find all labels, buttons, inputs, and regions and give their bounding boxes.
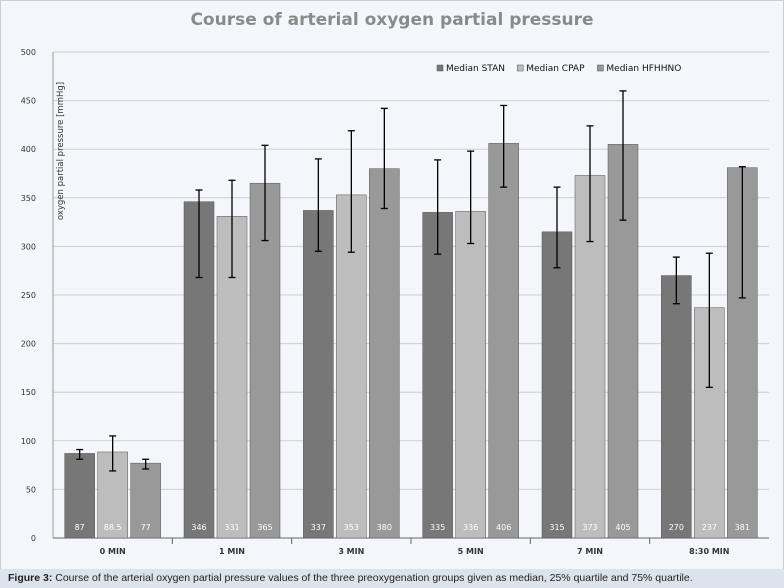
data-label: 315 — [549, 523, 564, 532]
y-tick-label: 0 — [31, 534, 36, 543]
legend-swatch — [516, 64, 524, 72]
bar — [369, 168, 400, 539]
x-category-label: 7 MIN — [577, 547, 603, 556]
data-label: 270 — [669, 523, 684, 532]
data-label: 77 — [141, 523, 151, 532]
bar — [303, 210, 334, 539]
y-tick-label: 100 — [21, 437, 36, 446]
value-labels: 87 88.5 77 346 331 365 337 353 380 335 336 406 315 37… — [75, 523, 750, 532]
y-tick-label: 200 — [21, 340, 36, 349]
x-category-label: 1 MIN — [219, 547, 245, 556]
caption-label: Figure 3: — [8, 572, 53, 584]
data-label: 346 — [191, 523, 206, 532]
data-label: 381 — [735, 523, 750, 532]
gridlines — [52, 51, 769, 539]
bar — [249, 182, 281, 539]
data-label: 337 — [311, 523, 326, 532]
legend-label: Median HFHHNO — [606, 64, 681, 74]
x-axis-categories: 0 MIN 1 MIN 3 MIN 5 MIN 7 MIN 8:30 MIN — [100, 538, 729, 556]
y-tick-label: 350 — [21, 194, 36, 203]
x-category-label: 0 MIN — [100, 547, 126, 556]
bar-chart: Course of arterial oxygen partial pressu… — [2, 2, 782, 568]
y-tick-label: 500 — [21, 48, 36, 57]
data-label: 331 — [224, 523, 239, 532]
x-category-label: 8:30 MIN — [689, 547, 729, 556]
data-label: 335 — [430, 523, 445, 532]
legend-swatch — [597, 64, 604, 72]
data-label: 380 — [377, 523, 392, 532]
x-category-label: 5 MIN — [458, 547, 484, 556]
error-bars — [76, 90, 746, 472]
bar — [130, 462, 161, 539]
data-label: 237 — [702, 523, 717, 532]
legend: Median STAN Median CPAP Median HFHHNO — [436, 64, 681, 74]
data-label: 88.5 — [104, 523, 122, 532]
y-tick-label: 250 — [21, 291, 36, 300]
y-tick-label: 150 — [21, 388, 36, 397]
legend-label: Median CPAP — [526, 64, 585, 74]
bar — [64, 453, 95, 539]
y-tick-label: 450 — [21, 97, 36, 106]
data-label: 405 — [615, 523, 630, 532]
bar — [661, 275, 692, 539]
y-tick-label: 300 — [21, 242, 36, 251]
bars — [64, 143, 758, 539]
bar — [541, 231, 573, 539]
bar — [455, 211, 486, 539]
legend-swatch — [436, 64, 444, 72]
y-axis-label: oxygen partial pressure [mmHg] — [56, 82, 66, 220]
legend-label: Median STAN — [446, 64, 505, 74]
data-label: 373 — [582, 523, 597, 532]
data-label: 87 — [75, 523, 85, 532]
data-label: 336 — [463, 523, 478, 532]
y-tick-label: 400 — [21, 145, 36, 154]
data-label: 353 — [344, 523, 359, 532]
figure-caption: Figure 3: Course of the arterial oxygen … — [0, 569, 784, 588]
chart-title: Course of arterial oxygen partial pressu… — [190, 10, 593, 30]
y-axis-ticks: 0 50 100 150 200 250 300 350 400 450 500 — [21, 48, 36, 543]
data-label: 406 — [496, 523, 511, 532]
y-tick-label: 50 — [26, 485, 36, 494]
bar — [488, 143, 519, 539]
bar — [422, 212, 453, 539]
data-label: 365 — [257, 523, 272, 532]
chart-frame: Course of arterial oxygen partial pressu… — [0, 0, 784, 570]
x-category-label: 3 MIN — [338, 547, 364, 556]
caption-text: Course of the arterial oxygen partial pr… — [52, 572, 693, 584]
